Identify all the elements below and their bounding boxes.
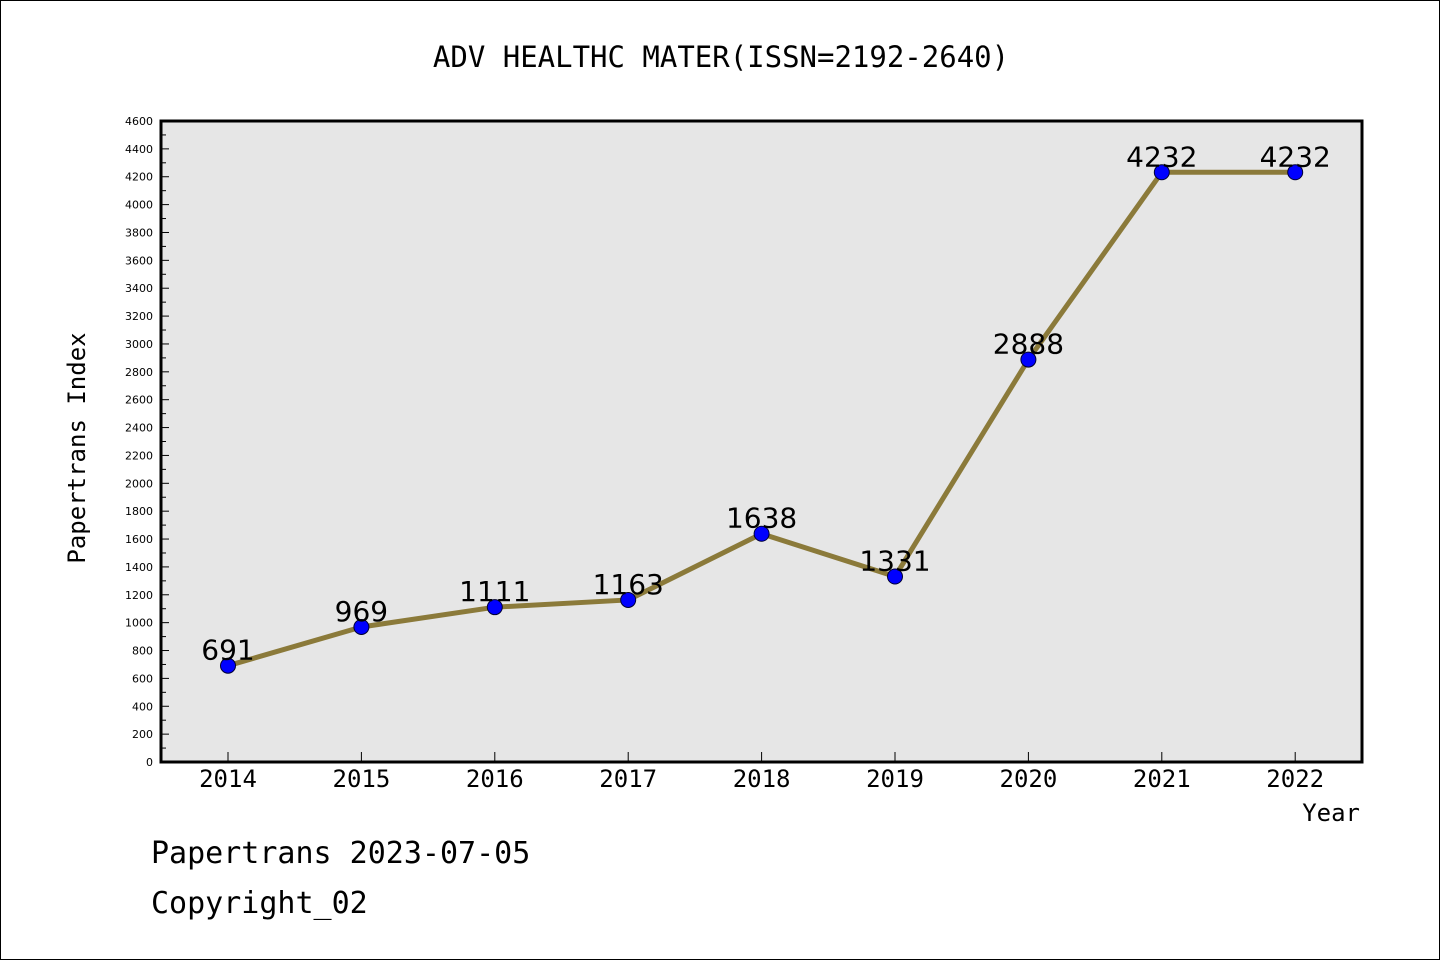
y-tick-label: 200 xyxy=(132,728,153,741)
data-label: 969 xyxy=(335,595,388,628)
plot-area xyxy=(161,121,1362,762)
y-tick-label: 1200 xyxy=(125,589,153,602)
data-point xyxy=(353,618,370,635)
data-markers xyxy=(220,164,1304,674)
footer-date: Papertrans 2023-07-05 xyxy=(151,836,531,871)
x-tick-label: 2017 xyxy=(599,765,657,793)
y-tick-label: 0 xyxy=(146,756,153,769)
y-tick-label: 4400 xyxy=(125,143,153,156)
data-point xyxy=(620,591,637,608)
data-labels: 691 969 1111 1163 1638 1331 2888 4232 4232 xyxy=(201,140,1331,666)
data-point xyxy=(1020,351,1037,368)
x-tick-label: 2021 xyxy=(1133,765,1191,793)
y-tick-label: 4600 xyxy=(125,115,153,128)
y-tick-label: 2800 xyxy=(125,366,153,379)
y-tick-label: 4200 xyxy=(125,171,153,184)
x-tick-label: 2020 xyxy=(1000,765,1058,793)
y-tick-label: 2600 xyxy=(125,394,153,407)
y-tick-label: 2200 xyxy=(125,449,153,462)
x-tick-label: 2015 xyxy=(333,765,391,793)
data-point xyxy=(1287,164,1304,181)
y-tick-label: 2000 xyxy=(125,477,153,490)
data-label: 4232 xyxy=(1260,140,1331,173)
data-point xyxy=(486,599,503,616)
data-label: 2888 xyxy=(993,328,1064,361)
x-axis: 2014 2015 2016 2017 2018 2019 2020 2021 2022 xyxy=(199,752,1324,793)
data-point xyxy=(1153,164,1170,181)
x-tick-label: 2014 xyxy=(199,765,257,793)
x-axis-title: Year xyxy=(1302,799,1360,827)
y-tick-label: 1000 xyxy=(125,617,153,630)
data-point xyxy=(220,657,236,674)
y-tick-label: 3400 xyxy=(125,282,153,295)
y-tick-label: 3600 xyxy=(125,254,153,267)
y-tick-label: 400 xyxy=(132,700,153,713)
data-label: 1638 xyxy=(726,502,797,535)
x-tick-label: 2016 xyxy=(466,765,524,793)
data-point xyxy=(753,525,770,542)
data-label: 1331 xyxy=(859,545,930,578)
plot-border xyxy=(159,119,1364,764)
y-tick-label: 600 xyxy=(132,672,153,685)
data-label: 691 xyxy=(201,634,254,667)
y-tick-label: 1400 xyxy=(125,561,153,574)
y-tick-label: 1800 xyxy=(125,505,153,518)
y-tick-label: 4000 xyxy=(125,199,153,212)
footer-copyright: Copyright_02 xyxy=(151,886,368,921)
y-axis-title: Papertrans Index xyxy=(63,332,91,563)
x-tick-label: 2019 xyxy=(866,765,924,793)
y-tick-label: 3200 xyxy=(125,310,153,323)
y-tick-label: 800 xyxy=(132,645,153,658)
y-tick-label: 2400 xyxy=(125,422,153,435)
data-label: 1111 xyxy=(459,575,530,608)
data-point xyxy=(887,568,903,585)
y-axis: 0 200 400 600 800 1000 1200 1400 1600 1800 2000 220… xyxy=(125,115,169,769)
y-tick-label: 3000 xyxy=(125,338,153,351)
x-tick-label: 2018 xyxy=(733,765,791,793)
chart-title: ADV HEALTHC MATER(ISSN=2192-2640) xyxy=(433,40,1009,74)
y-tick-label: 1600 xyxy=(125,533,153,546)
y-tick-label: 3800 xyxy=(125,226,153,239)
data-label: 1163 xyxy=(593,568,664,601)
data-label: 4232 xyxy=(1126,140,1197,173)
x-tick-label: 2022 xyxy=(1266,765,1324,793)
